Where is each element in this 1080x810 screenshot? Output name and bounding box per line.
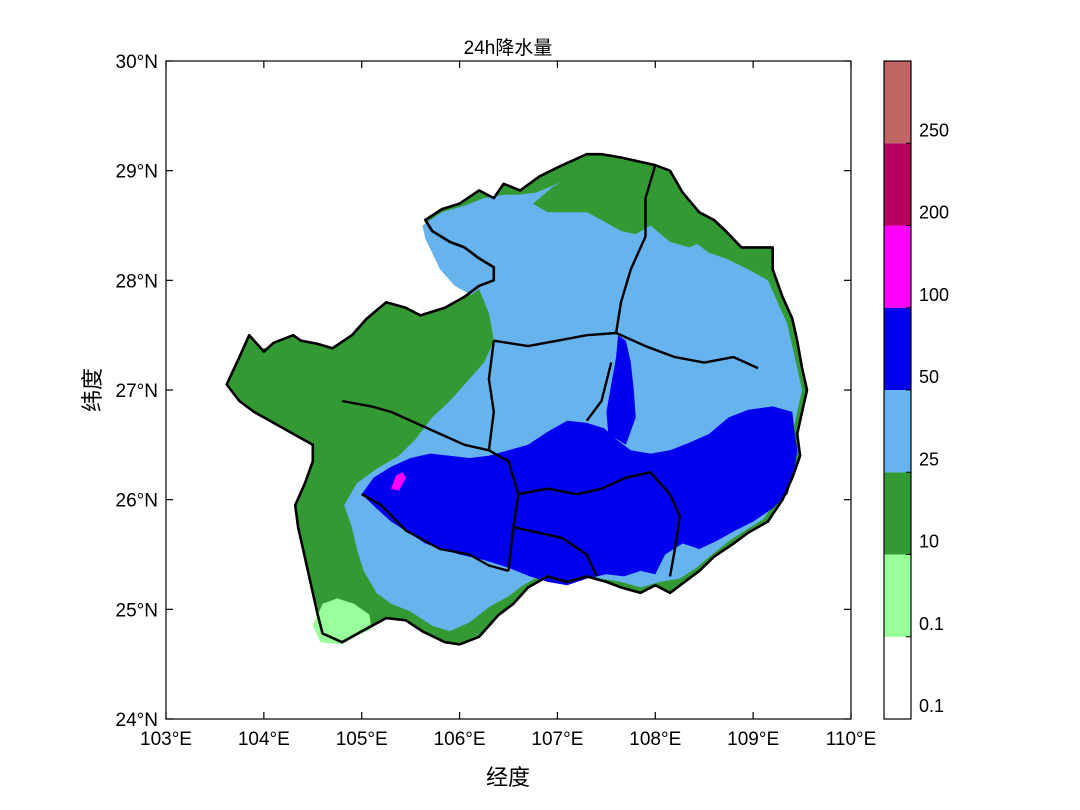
admin-boundary [513,525,598,577]
x-axis-title: 经度 [486,766,530,791]
colorbar-label: 0.1 [919,696,944,716]
colorbar-segment [884,390,911,473]
colorbar-segment [884,554,911,637]
y-tick-label: 28°N [116,271,158,292]
colorbar-label: 100 [919,285,949,305]
admin-boundary [361,493,509,573]
admin-boundary [614,164,657,334]
region-blue-tongue [606,335,636,445]
colorbar-segment [884,472,911,555]
admin-boundary [487,340,495,451]
admin-boundary [585,362,613,422]
x-tick-label: 107°E [531,729,583,750]
y-axis-title: 纬度 [81,368,106,412]
map-layer [225,152,809,646]
map-title: 24h降水量 [464,37,553,59]
region-magenta-patch [391,472,406,491]
colorbar-label: 10 [919,532,939,552]
x-tick-label: 104°E [238,729,290,750]
region-green-west [234,289,494,401]
province-boundary [225,152,809,646]
x-tick-label: 109°E [727,729,779,750]
colorbar-segment [884,143,911,226]
x-tick-label: 105°E [336,729,388,750]
x-tick-label: 106°E [434,729,486,750]
colorbar-segment [884,307,911,390]
x-tick-label: 103°E [140,729,192,750]
y-tick-label: 24°N [116,710,158,731]
region-blue-central [361,406,798,586]
y-tick-label: 25°N [116,600,158,621]
colorbar-label: 50 [919,367,939,387]
admin-boundary [341,399,490,452]
admin-boundary [493,331,617,348]
x-tick-label: 108°E [629,729,681,750]
y-tick-label: 30°N [116,52,158,73]
colorbar-segment [884,225,911,308]
colorbar-label: 250 [919,120,949,140]
x-tick-label: 110°E [826,729,877,750]
colorbar-label: 200 [919,203,949,223]
colorbar: 0.1 0.1 10 25 50 100 200 250 [883,60,949,720]
colorbar-segment [884,61,911,144]
colorbar-label: 25 [919,449,939,469]
admin-boundary [615,331,759,370]
y-tick-label: 26°N [116,491,158,512]
colorbar-segment [884,636,911,719]
ticks-layer: 103°E 104°E 105°E 106°E 107°E 108°E 109°E 110°E… [116,52,877,750]
colorbar-label: 0.1 [919,614,944,634]
region-green-northeast [533,165,714,248]
y-tick-label: 29°N [116,162,158,183]
admin-boundary [518,471,681,577]
y-tick-label: 27°N [116,381,158,402]
